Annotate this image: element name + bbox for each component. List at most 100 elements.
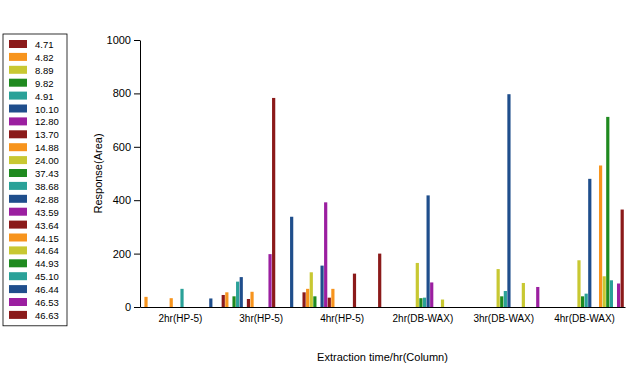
- bar: [258, 307, 261, 308]
- bar: [159, 307, 162, 308]
- bar: [455, 307, 458, 308]
- bar: [581, 296, 584, 307]
- bar: [265, 307, 268, 308]
- bar: [617, 284, 620, 307]
- bar: [471, 307, 474, 308]
- legend-swatch: [9, 92, 27, 100]
- legend-swatch: [9, 208, 27, 216]
- legend-swatch: [9, 156, 27, 164]
- legend-swatch: [9, 272, 27, 280]
- bar: [574, 307, 577, 308]
- bar: [536, 287, 539, 307]
- bar: [549, 307, 552, 308]
- bar: [497, 269, 500, 307]
- bar: [371, 307, 374, 308]
- legend-label: 4.91: [35, 91, 54, 102]
- bar: [416, 263, 419, 307]
- legend-label: 45.10: [35, 271, 59, 282]
- bar: [427, 195, 430, 307]
- bar: [222, 295, 225, 307]
- bar: [162, 307, 165, 308]
- legend-label: 46.53: [35, 297, 59, 308]
- bar: [540, 307, 543, 308]
- bar: [479, 307, 482, 308]
- legend-label: 13.70: [35, 129, 59, 140]
- x-tick-label: 3hr(DB-WAX): [473, 313, 534, 324]
- x-tick-label: 3hr(HP-5): [239, 313, 283, 324]
- bar: [387, 307, 390, 308]
- bar: [529, 307, 532, 308]
- bar: [515, 307, 518, 308]
- y-tick-label: 200: [113, 248, 131, 260]
- bar: [522, 283, 525, 307]
- bar: [567, 307, 570, 308]
- bar: [577, 260, 580, 307]
- bar: [170, 298, 173, 307]
- legend-swatch: [9, 298, 27, 306]
- bar: [401, 307, 404, 308]
- y-axis-line: [140, 41, 141, 308]
- bar: [232, 296, 235, 307]
- bar: [445, 307, 448, 308]
- y-tick: 1000: [107, 34, 140, 46]
- bar: [563, 307, 566, 308]
- bar: [180, 289, 183, 307]
- y-tick: 200: [113, 248, 140, 260]
- bar: [459, 307, 462, 308]
- bar: [412, 307, 415, 308]
- bar: [297, 307, 300, 308]
- bar: [545, 307, 548, 308]
- x-tick: 4hr(DB-WAX): [554, 313, 615, 324]
- legend-swatch: [9, 130, 27, 138]
- y-tick-mark: [134, 93, 140, 94]
- bar: [356, 307, 359, 308]
- bar: [141, 307, 144, 308]
- legend-swatch: [9, 117, 27, 125]
- bar: [475, 307, 478, 308]
- bar: [500, 296, 503, 307]
- bar: [482, 307, 485, 308]
- y-tick-label: 1000: [107, 34, 131, 46]
- bar: [409, 307, 412, 308]
- legend-label: 10.10: [35, 104, 59, 115]
- legend-label: 42.88: [35, 194, 59, 205]
- bar: [173, 307, 176, 308]
- legend-label: 14.88: [35, 142, 59, 153]
- bar: [276, 307, 279, 308]
- legend-label: 44.15: [35, 233, 59, 244]
- legend-swatch: [9, 221, 27, 229]
- legend-swatch: [9, 105, 27, 113]
- bar: [353, 274, 356, 307]
- legend-swatch: [9, 234, 27, 242]
- x-tick: 4hr(HP-5): [320, 313, 364, 324]
- bar: [209, 298, 212, 307]
- bar: [338, 307, 341, 308]
- bar: [391, 307, 394, 308]
- bar: [452, 307, 455, 308]
- chart: 020040060080010002hr(HP-5)3hr(HP-5)4hr(H…: [0, 0, 643, 369]
- x-tick-label: 2hr(HP-5): [158, 313, 202, 324]
- y-axis-title: Response(Area): [92, 133, 104, 213]
- legend-label: 44.64: [35, 245, 59, 256]
- bar: [360, 307, 363, 308]
- bar: [533, 307, 536, 308]
- bar: [213, 307, 216, 308]
- bar: [243, 307, 246, 308]
- legend-swatch: [9, 66, 27, 74]
- bar: [166, 307, 169, 308]
- bar: [148, 307, 151, 308]
- bar: [430, 282, 433, 307]
- legend-label: 9.82: [35, 78, 54, 89]
- legend-label: 4.71: [35, 39, 54, 50]
- x-tick-label: 4hr(HP-5): [320, 313, 364, 324]
- y-tick-mark: [134, 40, 140, 41]
- bar: [552, 307, 555, 308]
- y-tick-mark: [134, 254, 140, 255]
- legend-label: 8.89: [35, 65, 54, 76]
- bar: [599, 165, 602, 307]
- y-tick: 400: [113, 194, 140, 206]
- legend-swatch: [9, 40, 27, 48]
- bar: [331, 289, 334, 307]
- y-tick-mark: [134, 147, 140, 148]
- bar: [448, 307, 451, 308]
